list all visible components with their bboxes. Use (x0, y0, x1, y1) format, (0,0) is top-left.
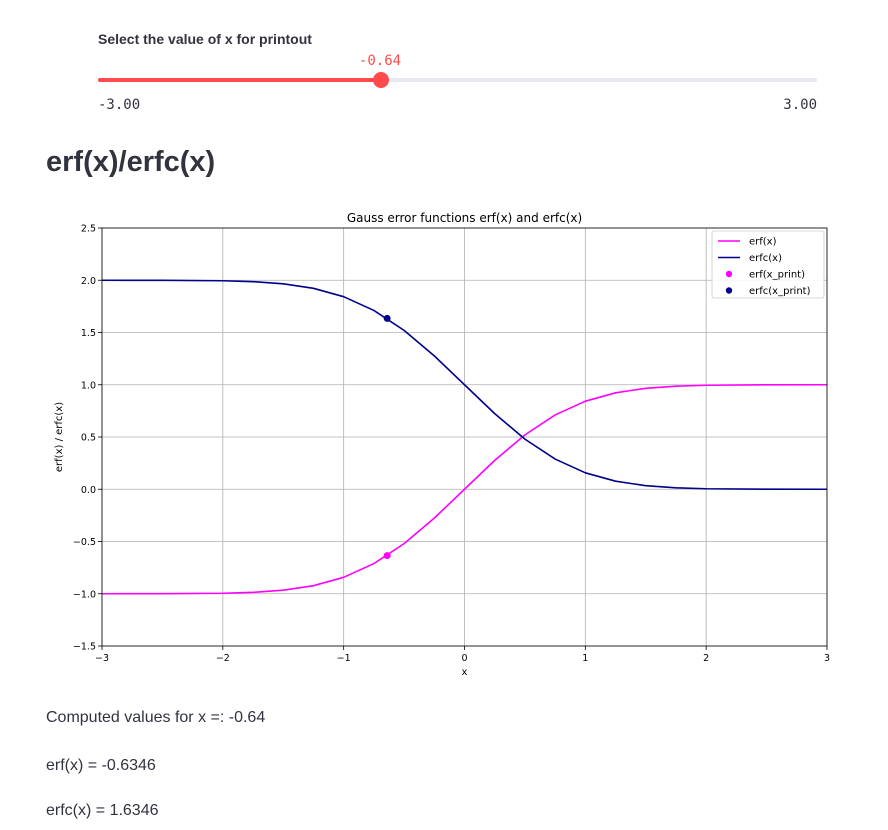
x-slider-fill (98, 78, 381, 82)
y-tick-label: 0.0 (81, 485, 96, 496)
legend-label: erfc(x) (749, 253, 782, 264)
x-slider-value: -0.64 (358, 53, 402, 69)
erf-value-text: erf(x) = -0.6346 (46, 757, 156, 774)
x-axis-label: x (462, 667, 468, 678)
x-slider[interactable] (98, 72, 817, 88)
x-slider-min: -3.00 (98, 97, 141, 113)
y-tick-label: 2.5 (81, 224, 96, 235)
y-tick-label: 1.0 (81, 380, 96, 391)
y-tick-label: −1.0 (73, 589, 96, 600)
y-tick-label: −0.5 (73, 537, 96, 548)
erfc-value-text: erfc(x) = 1.6346 (46, 802, 159, 819)
x-tick-label: 2 (703, 653, 709, 664)
computed-values-text: Computed values for x =: -0.64 (46, 709, 266, 726)
legend-label: erfc(x_print) (749, 286, 811, 297)
x-tick-label: 3 (824, 653, 830, 664)
y-tick-label: −1.5 (73, 642, 96, 653)
x-tick-label: −2 (216, 653, 230, 664)
x-tick-label: −3 (95, 653, 109, 664)
legend-box (711, 230, 825, 299)
x-slider-label: Select the value of x for printout (98, 31, 312, 47)
series-line-erf-x (101, 383, 828, 595)
series-line-erfc-x (101, 279, 828, 491)
legend-label: erf(x_print) (749, 270, 805, 281)
y-tick-label: 2.0 (81, 276, 96, 287)
x-slider-thumb[interactable] (372, 72, 389, 88)
section-title: erf(x)/erfc(x) (46, 146, 216, 178)
y-axis-label: erf(x) / erfc(x) (54, 402, 65, 472)
plot-frame (101, 227, 828, 647)
series-point-erf-x-print (383, 552, 391, 560)
x-tick-label: 0 (461, 653, 467, 664)
x-tick-label: 1 (582, 653, 588, 664)
chart-title: Gauss error functions erf(x) and erfc(x) (347, 211, 582, 225)
series-point-erfc-x-print (383, 314, 391, 322)
x-slider-max: 3.00 (783, 97, 817, 113)
y-tick-label: 1.5 (81, 328, 96, 339)
legend-label: erf(x) (749, 237, 777, 248)
x-tick-label: −1 (337, 653, 351, 664)
legend-swatch-point (725, 270, 733, 278)
y-tick-label: 0.5 (81, 433, 96, 444)
erf-erfc-chart: −3 −2 −1 0 1 2 3 −1.5 −1.0 −0.5 0.0 0.5 1.0 1.5 2.0 2.5… (54, 211, 830, 678)
legend-swatch-point (725, 287, 733, 294)
